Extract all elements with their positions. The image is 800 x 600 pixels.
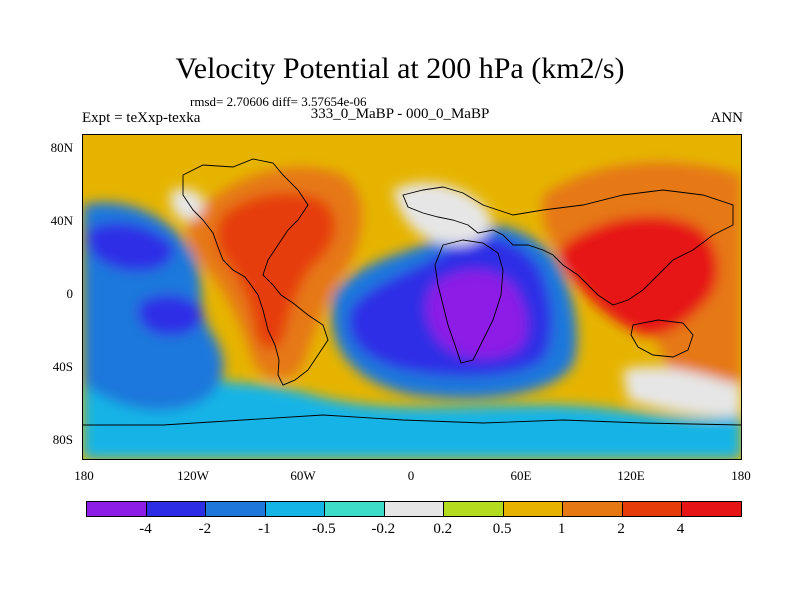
- lat-tick: 80S: [52, 432, 73, 447]
- season-label: ANN: [710, 110, 744, 126]
- lon-tick: 180: [731, 468, 751, 483]
- colorbar-label: -4: [139, 521, 152, 537]
- asia-strong-positive: [559, 215, 718, 336]
- colorbar-swatch: [206, 502, 266, 516]
- lon-tick: 0: [407, 468, 415, 483]
- colorbar-swatch: [325, 502, 385, 516]
- colorbar-label: 1: [557, 521, 566, 537]
- lon-tick: 120E: [617, 468, 645, 483]
- velocity-potential-map: [82, 134, 742, 460]
- stats-text: rmsd= 2.70606 diff= 3.57654e-06: [190, 94, 367, 109]
- colorbar-swatch: [265, 502, 326, 516]
- colorbar-swatch: [563, 502, 623, 516]
- lon-tick: 60E: [510, 468, 532, 483]
- colorbar-swatch: [622, 502, 683, 516]
- colorbar-label: -0.5: [311, 521, 336, 537]
- colorbar-swatch: [87, 502, 147, 516]
- colorbar-swatch: [384, 502, 445, 516]
- lat-tick: 80N: [50, 140, 73, 155]
- colorbar-swatch: [682, 502, 742, 516]
- africa-extreme-negative: [426, 270, 528, 359]
- lon-tick: 180: [74, 468, 94, 483]
- colorbar-swatch: [146, 502, 207, 516]
- colorbar-swatch: [503, 502, 564, 516]
- colorbar-label: 4: [676, 521, 685, 537]
- lat-tick: 40S: [52, 359, 73, 374]
- lon-tick: 120W: [177, 468, 209, 483]
- north-pacific-negative: [87, 222, 174, 272]
- colorbar-label: 2: [617, 521, 625, 537]
- coastlines: [83, 158, 741, 426]
- colorbar-label: -2: [198, 521, 212, 537]
- south-pacific-negative: [137, 295, 203, 336]
- north-atlantic-neutral: [393, 182, 492, 245]
- lat-tick: 0: [66, 286, 74, 301]
- colorbar-label: -1: [258, 521, 271, 537]
- southern-negative-band: [83, 365, 741, 459]
- colorbar-label: 0.5: [492, 521, 512, 537]
- lon-tick: 60W: [290, 468, 316, 483]
- colorbar-swatch: [444, 502, 504, 516]
- map-title: Velocity Potential at 200 hPa (km2/s): [175, 52, 625, 85]
- lat-tick: 40N: [50, 213, 73, 228]
- colorbar-label: 0.2: [433, 521, 453, 537]
- colorbar-label: -0.2: [371, 521, 396, 537]
- arctic-cap: [83, 135, 741, 157]
- comparison-label: 333_0_MaBP - 000_0_MaBP: [310, 106, 490, 122]
- americas-strong-positive: [216, 192, 336, 349]
- colorbar: [86, 501, 742, 517]
- experiment-label: Expt = teXxp-texka: [82, 110, 201, 126]
- southern-neutral-band: [623, 366, 741, 417]
